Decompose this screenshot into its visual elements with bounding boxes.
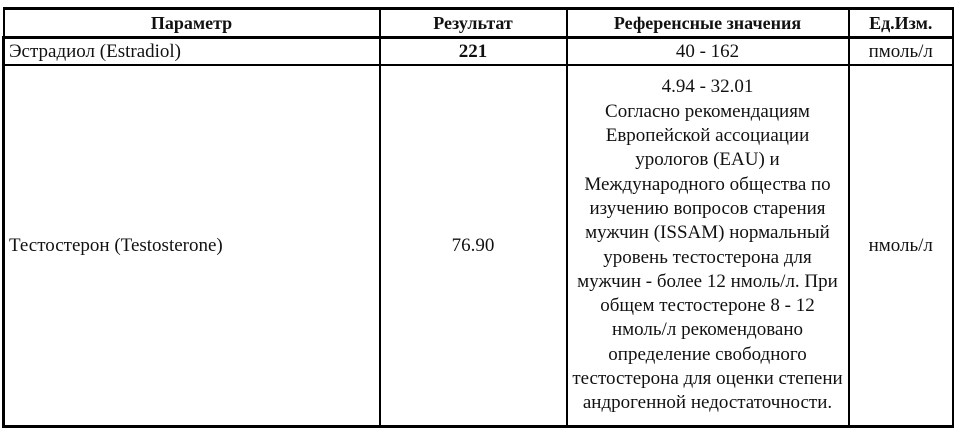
header-units: Ед.Изм. [847, 7, 954, 39]
cell-units: нмоль/л [847, 64, 954, 428]
table-row-estradiol: Эстрадиол (Estradiol) 221 40 - 162 пмоль… [2, 36, 954, 66]
lab-results-table: Параметр Результат Референсные значения … [2, 7, 954, 428]
cell-result: 76.90 [378, 64, 568, 428]
cell-reference: 40 - 162 [565, 36, 850, 66]
table-row-testosterone: Тестостерон (Testosterone) 76.90 4.94 - … [2, 64, 954, 428]
cell-parameter: Тестостерон (Testosterone) [2, 64, 381, 428]
cell-units: пмоль/л [847, 36, 954, 66]
cell-parameter: Эстрадиол (Estradiol) [2, 36, 381, 66]
header-result: Результат [378, 7, 568, 39]
cell-result: 221 [378, 36, 568, 66]
table-header-row: Параметр Результат Референсные значения … [2, 7, 954, 39]
reference-range: 4.94 - 32.01 [661, 76, 754, 98]
cell-reference: 4.94 - 32.01 Согласно рекомендациям Евро… [565, 64, 850, 428]
header-reference: Референсные значения [565, 7, 850, 39]
reference-note: Согласно рекомендациям Европейской ассоц… [572, 100, 843, 414]
header-parameter: Параметр [2, 7, 381, 39]
